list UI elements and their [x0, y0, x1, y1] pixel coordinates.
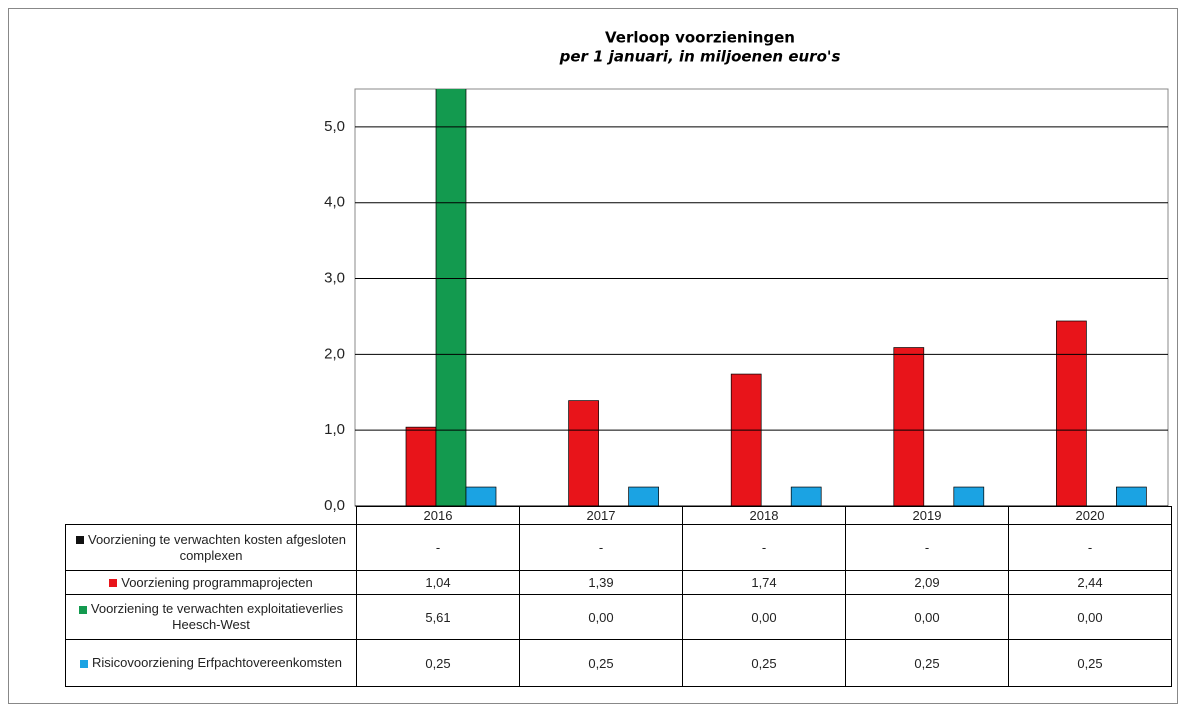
value-label: 0,25 — [519, 639, 683, 687]
value-label: 1,74 — [682, 570, 846, 595]
bar — [953, 486, 985, 506]
category-label: 2016 — [356, 506, 520, 525]
corner-cell — [66, 507, 357, 525]
bar — [465, 486, 497, 506]
legend-cell: Risicovoorziening Erfpachtovereenkomsten — [65, 639, 357, 687]
bar — [1116, 486, 1147, 506]
bar — [730, 373, 762, 506]
chart-title: Verloop voorzieningen — [605, 29, 795, 47]
value-label: 0,00 — [519, 594, 683, 640]
value-label: 0,25 — [682, 639, 846, 687]
series-row: Voorziening programmaprojecten 1,04 1,39 1,… — [65, 570, 1172, 595]
y-tick-label: 4,0 — [324, 194, 345, 211]
value-label: 0,00 — [1008, 594, 1172, 640]
series-row: Voorziening te verwachten exploitatiever… — [65, 594, 1172, 640]
y-tick-label: 0,0 — [324, 497, 345, 514]
value-label: 2,09 — [845, 570, 1009, 595]
y-tick-label: 1,0 — [324, 421, 345, 438]
y-tick-label: 5,0 — [324, 118, 345, 135]
value-label: 1,39 — [519, 570, 683, 595]
category-label: 2020 — [1008, 506, 1172, 525]
legend-label: Risicovoorziening Erfpachtovereenkomsten — [91, 655, 342, 670]
bar — [893, 347, 925, 506]
bar — [628, 486, 659, 506]
bar — [435, 89, 467, 506]
data-table: 2016 2017 2018 2019 2020 Voorziening te verwa… — [65, 506, 1172, 687]
category-label: 2017 — [519, 506, 683, 525]
legend-key — [79, 659, 88, 668]
legend-key — [75, 536, 84, 545]
category-label: 2018 — [682, 506, 846, 525]
value-label: - — [1008, 524, 1172, 571]
legend-label: Voorziening te verwachten exploitatiever… — [90, 601, 344, 632]
value-label: - — [519, 524, 683, 571]
frame — [8, 8, 1178, 704]
value-label: 0,00 — [682, 594, 846, 640]
header-row: 2016 2017 2018 2019 2020 — [66, 506, 1172, 525]
y-tick-label: 2,0 — [324, 345, 345, 362]
value-label: 5,61 — [356, 594, 520, 640]
value-label: - — [356, 524, 520, 571]
value-label: 0,25 — [356, 639, 520, 687]
value-label: 1,04 — [356, 570, 520, 595]
y-tick-label: 3,0 — [324, 270, 345, 287]
value-label: 0,25 — [1008, 639, 1172, 687]
bar — [568, 400, 599, 506]
series-row: Voorziening te verwachten kosten afgeslo… — [65, 524, 1172, 571]
legend-cell: Voorziening te verwachten kosten afgeslo… — [65, 524, 357, 571]
category-label: 2019 — [845, 506, 1009, 525]
chart-subtitle: per 1 januari, in miljoenen euro's — [559, 48, 841, 66]
bar — [405, 426, 437, 506]
legend-key — [78, 605, 87, 614]
value-label: - — [845, 524, 1009, 571]
bars — [405, 89, 1147, 506]
legend-label: Voorziening te verwachten kosten afgeslo… — [87, 531, 346, 563]
legend-key — [109, 579, 118, 588]
value-label: 2,44 — [1008, 570, 1172, 595]
value-label: 0,00 — [845, 594, 1009, 640]
bar — [790, 486, 822, 506]
legend-cell: Voorziening programmaprojecten — [65, 570, 357, 595]
legend-cell: Voorziening te verwachten exploitatiever… — [65, 594, 357, 640]
value-label: 0,25 — [845, 639, 1009, 687]
legend-label: Voorziening programmaprojecten — [121, 574, 313, 590]
value-label: - — [682, 524, 846, 571]
series-row: Risicovoorziening Erfpachtovereenkomsten… — [65, 639, 1172, 687]
bar — [1056, 320, 1087, 506]
